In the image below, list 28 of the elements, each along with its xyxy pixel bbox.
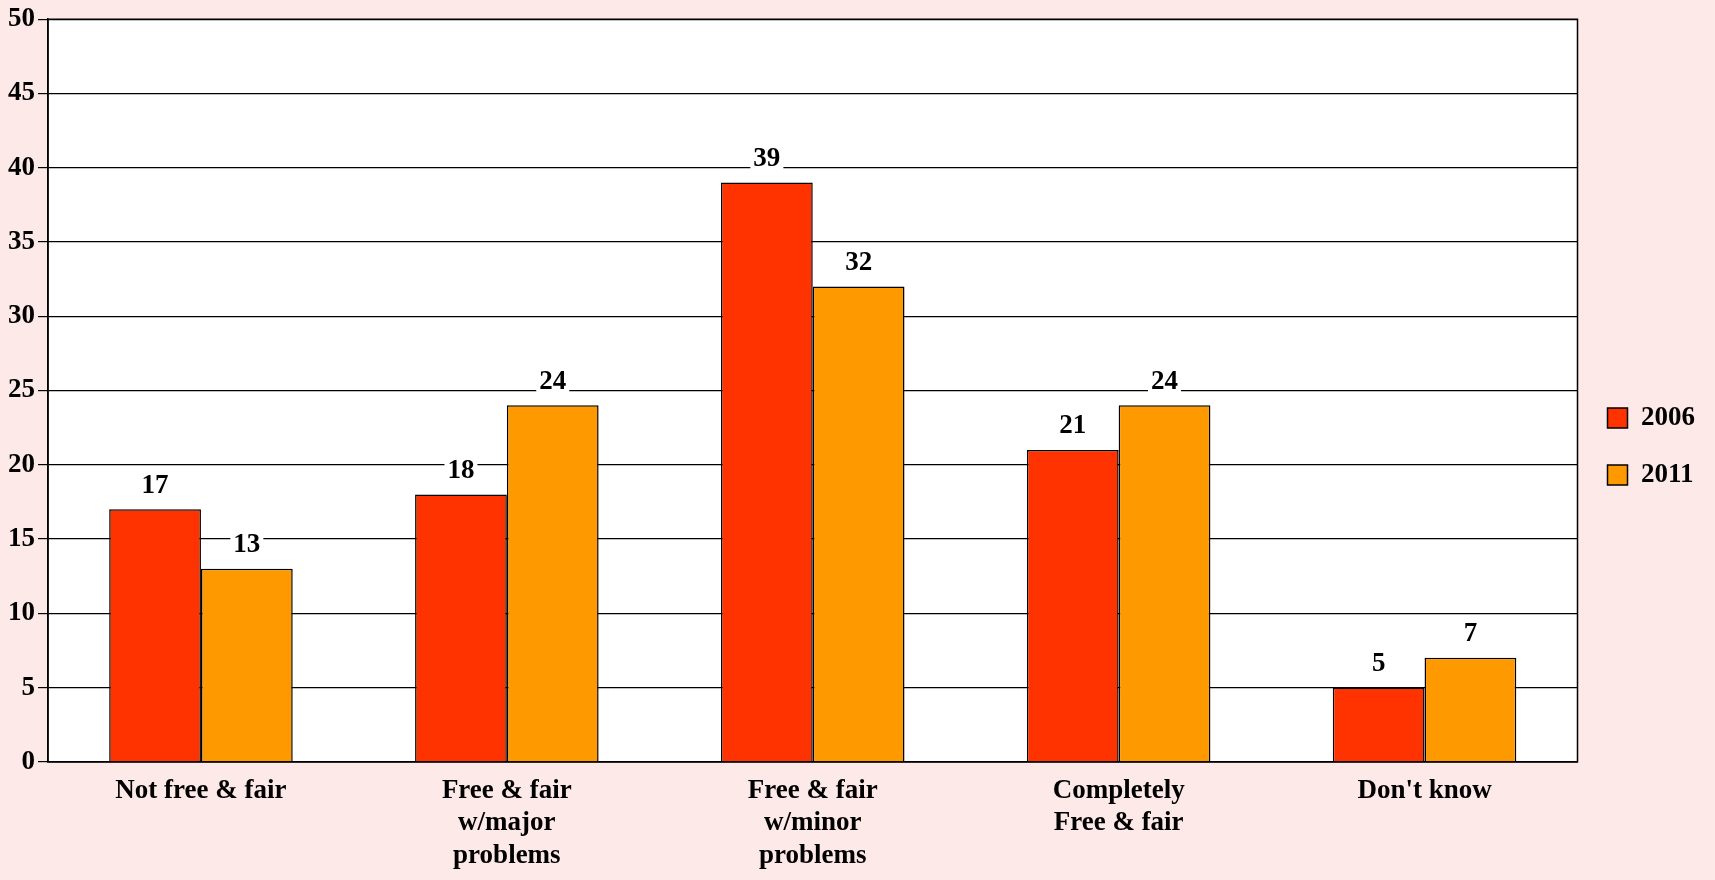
y-tick-label: 45 <box>8 76 35 107</box>
data-label: 39 <box>753 142 781 173</box>
legend-label: 2011 <box>1641 457 1694 488</box>
y-tick-label: 10 <box>8 596 35 627</box>
x-tick-label: Completely Free & fair <box>1052 773 1186 837</box>
x-tick-label: Don't know <box>1357 773 1493 804</box>
data-label: 24 <box>539 364 567 395</box>
y-tick-label: 50 <box>8 2 35 33</box>
x-tick-label: Free & fair w/minor problems <box>747 773 878 869</box>
x-tick-label: Not free & fair <box>115 773 287 804</box>
data-label: 5 <box>1371 647 1386 678</box>
y-tick-label: 0 <box>21 744 35 775</box>
data-label: 18 <box>447 453 475 484</box>
x-tick-label: Free & fair w/major problems <box>441 773 572 869</box>
data-label: 17 <box>141 468 169 499</box>
y-tick-label: 20 <box>8 447 35 478</box>
y-tick-label: 5 <box>21 670 35 701</box>
y-tick-label: 40 <box>8 150 35 181</box>
data-label: 21 <box>1059 409 1087 440</box>
y-tick-label: 15 <box>8 521 35 552</box>
legend-label: 2006 <box>1641 400 1695 431</box>
y-tick-label: 35 <box>8 224 35 255</box>
data-label: 32 <box>845 246 873 276</box>
data-label: 24 <box>1151 364 1179 395</box>
data-label: 7 <box>1463 617 1478 648</box>
y-tick-label: 25 <box>8 373 35 404</box>
y-tick-label: 30 <box>8 299 35 330</box>
data-label: 13 <box>233 528 261 559</box>
